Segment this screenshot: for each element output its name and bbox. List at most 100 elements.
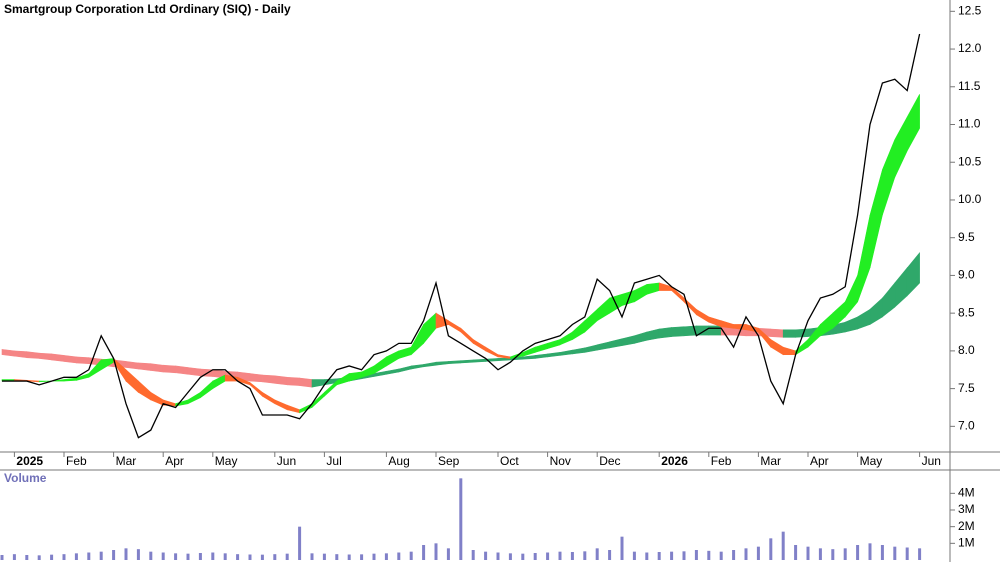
volume-bar <box>198 553 202 560</box>
ribbon-segment <box>38 352 52 361</box>
ribbon-segment <box>162 364 176 374</box>
volume-bar <box>732 550 736 560</box>
volume-bar <box>893 546 897 560</box>
y-tick-label: 11.0 <box>958 117 981 131</box>
volume-bar <box>583 551 587 560</box>
x-tick-label: 2025 <box>16 454 43 468</box>
ribbon-segment <box>782 329 796 338</box>
volume-bar <box>645 552 649 560</box>
volume-bar <box>781 531 785 560</box>
volume-bar <box>769 538 773 560</box>
volume-bar <box>248 554 252 560</box>
y-tick-label: 12.0 <box>958 41 982 55</box>
y-tick-label: 9.5 <box>958 230 975 244</box>
y-tick-label: 1M <box>958 536 975 550</box>
volume-bar <box>211 552 215 560</box>
y-tick-label: 2M <box>958 519 975 533</box>
volume-bar <box>670 551 674 560</box>
x-tick-label: Jun <box>922 454 941 468</box>
ribbon-segment <box>14 350 28 359</box>
volume-bar <box>136 549 140 560</box>
volume-bar <box>50 554 54 560</box>
volume-bar <box>533 553 537 560</box>
ribbon-segment <box>63 355 77 364</box>
volume-bar <box>99 551 103 560</box>
volume-bar <box>74 553 78 560</box>
y-tick-label: 12.5 <box>958 3 982 17</box>
volume-bar <box>632 551 636 560</box>
ribbon-segment <box>770 328 784 338</box>
volume-bar <box>12 554 16 560</box>
y-tick-label: 8.0 <box>958 343 975 357</box>
price-line <box>2 33 921 439</box>
ribbon-segment <box>138 362 152 371</box>
chart-title: Smartgroup Corporation Ltd Ordinary (SIQ… <box>4 2 291 16</box>
ribbon-segment <box>274 375 288 386</box>
x-tick-label: May <box>860 454 883 468</box>
volume-bar <box>87 552 91 560</box>
volume-bar <box>471 550 475 560</box>
volume-bar <box>707 550 711 560</box>
volume-bar <box>285 553 289 560</box>
volume-bar <box>422 545 426 560</box>
volume-bar <box>446 548 450 560</box>
volume-bar <box>744 548 748 560</box>
ribbon-segment <box>1 349 15 357</box>
x-tick-label: Dec <box>599 454 620 468</box>
x-tick-label: Apr <box>810 454 829 468</box>
x-tick-label: Sep <box>438 454 460 468</box>
volume-bar <box>186 553 190 560</box>
volume-bar <box>831 549 835 560</box>
volume-bar <box>756 546 760 560</box>
ribbon-segment <box>299 377 313 388</box>
volume-bar <box>310 553 314 560</box>
ribbon-segment <box>286 376 300 386</box>
volume-bar <box>223 553 227 560</box>
volume-bar <box>25 555 29 560</box>
volume-bar <box>0 555 4 560</box>
x-tick-label: Aug <box>388 454 409 468</box>
volume-bar <box>496 552 500 560</box>
ribbon-segment <box>906 251 920 297</box>
volume-bar <box>794 545 798 560</box>
volume-bar <box>360 554 364 560</box>
volume-bar <box>570 552 574 560</box>
volume-bar <box>335 554 339 560</box>
volume-bar <box>818 548 822 560</box>
x-tick-label: Oct <box>500 454 519 468</box>
ribbon-segment <box>125 361 139 370</box>
volume-bar <box>905 547 909 560</box>
ribbon-segment <box>658 327 672 339</box>
x-tick-label: Mar <box>116 454 137 468</box>
ribbon-segment <box>175 365 189 375</box>
volume-bar <box>856 545 860 560</box>
volume-title: Volume <box>4 471 47 485</box>
volume-bar <box>546 552 550 560</box>
y-tick-label: 11.5 <box>958 79 981 93</box>
y-tick-label: 10.5 <box>958 154 982 168</box>
y-tick-label: 10.0 <box>958 192 982 206</box>
volume-bar <box>372 553 376 560</box>
x-tick-label: Feb <box>711 454 732 468</box>
ribbon-segment <box>671 326 685 337</box>
volume-bar <box>298 526 302 560</box>
x-tick-label: Jul <box>326 454 341 468</box>
ribbon-segment <box>150 363 164 373</box>
volume-bar <box>236 554 240 560</box>
volume-bar <box>620 536 624 560</box>
ribbon-segment <box>38 380 52 383</box>
volume-bar <box>124 548 128 560</box>
ribbon-segment <box>249 373 263 383</box>
volume-bar <box>806 546 810 560</box>
x-tick-label: Nov <box>550 454 571 468</box>
volume-bar <box>161 552 165 560</box>
ribbon-segment <box>708 325 722 336</box>
ribbon-segment <box>26 351 40 359</box>
volume-bar <box>558 551 562 560</box>
ribbon-segment <box>262 374 276 384</box>
volume-bar <box>62 554 66 560</box>
volume-bar <box>459 478 463 560</box>
volume-bar <box>682 551 686 560</box>
ribbon-segment <box>51 353 65 362</box>
